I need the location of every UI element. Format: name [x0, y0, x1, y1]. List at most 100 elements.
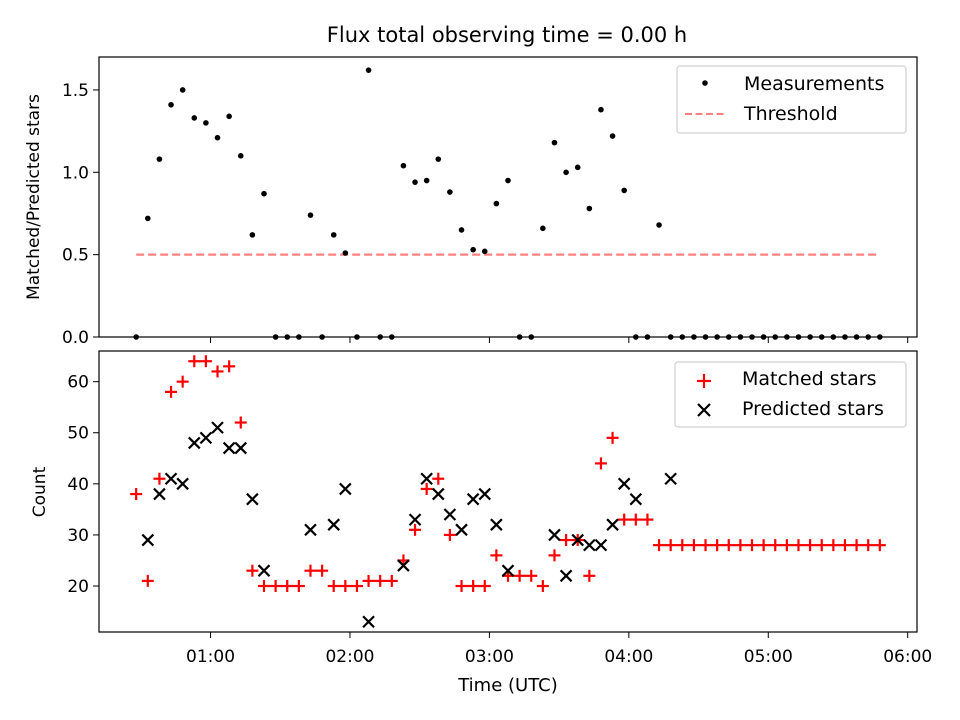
measurement-point [145, 215, 151, 222]
matched-star-point [653, 539, 666, 552]
matched-star-point [850, 539, 863, 552]
ratio-panel-frame [98, 56, 918, 338]
measurement-point [307, 212, 314, 218]
matched-star-point [432, 472, 445, 485]
measurement-point [249, 232, 256, 238]
measurement-point [168, 101, 174, 108]
matched-star-point [525, 569, 538, 582]
measurement-point [435, 156, 442, 162]
measurement-point [481, 248, 488, 255]
matched-star-point [699, 539, 712, 552]
matched-star-point [153, 472, 166, 485]
matched-star-point [606, 431, 619, 444]
legend-measurements-marker [702, 80, 708, 86]
predicted-star-point [141, 533, 155, 547]
measurement-point [156, 156, 163, 162]
matched-star-point [513, 569, 526, 582]
matched-star-point [478, 580, 491, 593]
predicted-star-point [257, 564, 271, 577]
count-y-tick-label: 30 [67, 526, 89, 546]
matched-star-point [687, 539, 700, 552]
matched-star-point [827, 539, 840, 552]
matched-star-point [804, 539, 817, 552]
count-panel-frame [98, 350, 918, 633]
matched-star-point [165, 385, 178, 398]
matched-star-point [316, 564, 329, 577]
predicted-star-point [304, 523, 317, 537]
measurement-point [179, 87, 186, 93]
measurement-point [656, 222, 662, 228]
predicted-star-point [571, 533, 584, 547]
predicted-star-point [478, 487, 492, 501]
count-x-tick-label: 03:00 [465, 647, 514, 667]
matched-star-point [641, 513, 654, 526]
legend-measurements-label: Measurements [744, 73, 884, 95]
matched-star-point [676, 539, 689, 552]
count-x-tick-label: 06:00 [883, 647, 932, 667]
predicted-star-point [548, 528, 561, 542]
measurement-point [609, 133, 616, 139]
matched-star-point [350, 580, 363, 593]
measurement-point [226, 113, 232, 120]
count-x-tick-label: 01:00 [186, 647, 235, 667]
matched-star-point [188, 355, 201, 368]
matched-star-point [176, 375, 189, 388]
matched-star-point [583, 569, 596, 582]
predicted-star-point [339, 482, 352, 496]
matched-star-point [455, 580, 468, 593]
matched-star-point [292, 580, 305, 593]
count-panel-ticks: 20 30 40 50 60 01:00 02:00 03:00 04:00 05:00 06:00 [67, 373, 932, 667]
matched-star-point [141, 574, 154, 587]
measurement-point [470, 246, 476, 253]
count-panel-legend: Matched stars Predicted stars [674, 361, 907, 428]
count-panel-xlabel: Time (UTC) [457, 675, 558, 696]
predicted-star-point [629, 492, 643, 506]
matched-star-point [223, 360, 236, 373]
measurement-point [400, 162, 407, 169]
matched-star-point [722, 539, 735, 552]
predicted-star-point [327, 518, 340, 531]
matched-star-point [130, 488, 143, 501]
legend-threshold-label: Threshold [743, 103, 838, 125]
matched-star-point [838, 539, 851, 552]
measurement-point [342, 250, 349, 256]
matched-star-point [560, 534, 573, 547]
matched-star-point [281, 580, 294, 593]
measurement-point [598, 106, 604, 113]
ratio-panel: 0.0 0.5 1.0 1.5 Matched/Predicted stars Mea… [24, 56, 918, 348]
chart-title: Flux total observing time = 0.00 h [327, 23, 687, 47]
measurement-point [574, 164, 581, 171]
predicted-star-point [222, 441, 236, 455]
predicted-star-point [443, 508, 457, 521]
predicted-star-point [246, 492, 259, 506]
measurement-point [330, 232, 337, 238]
measurement-point [203, 120, 209, 126]
predicted-star-point [408, 513, 422, 526]
legend-frame [674, 361, 907, 428]
predicted-star-point [466, 492, 480, 506]
legend-frame [676, 65, 907, 134]
matched-star-point [339, 580, 352, 593]
ratio-panel-marks [133, 67, 883, 340]
measurement-point [586, 205, 593, 212]
measurement-point [214, 134, 221, 141]
predicted-star-point [455, 523, 468, 537]
count-y-tick-label: 20 [67, 577, 89, 597]
matched-star-point [385, 574, 398, 587]
matched-star-point [629, 513, 642, 526]
predicted-star-point [188, 436, 201, 450]
count-panel: 20 30 40 50 60 01:00 02:00 03:00 04:00 05:00 06:00… [30, 350, 932, 696]
ratio-y-tick-label: 0.0 [62, 328, 89, 348]
matched-star-point [246, 564, 259, 577]
matched-star-point [257, 580, 270, 593]
measurement-point [493, 200, 500, 207]
count-y-tick-label: 60 [67, 373, 89, 393]
predicted-star-point [420, 472, 433, 486]
matched-star-point [873, 539, 886, 552]
matched-star-point [862, 539, 875, 552]
count-y-tick-label: 40 [67, 475, 89, 495]
legend-predicted-marker [697, 403, 711, 417]
predicted-star-point [583, 538, 596, 552]
predicted-star-point [211, 421, 224, 434]
matched-star-point [409, 523, 422, 536]
